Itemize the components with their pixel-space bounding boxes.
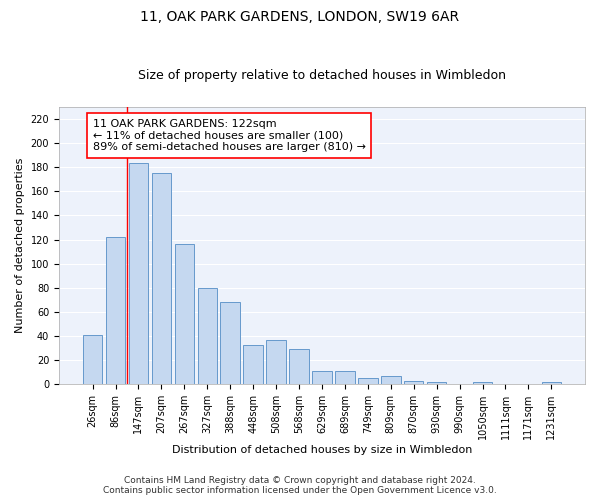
Title: Size of property relative to detached houses in Wimbledon: Size of property relative to detached ho… [138, 69, 506, 82]
Bar [381, 376, 401, 384]
Bar [175, 244, 194, 384]
Bar [220, 302, 240, 384]
Bar [404, 380, 424, 384]
Bar [427, 382, 446, 384]
Bar [312, 371, 332, 384]
Y-axis label: Number of detached properties: Number of detached properties [15, 158, 25, 333]
Bar [244, 344, 263, 385]
Bar [152, 173, 171, 384]
Bar [289, 350, 309, 384]
Bar [83, 335, 103, 384]
Bar [542, 382, 561, 384]
Text: 11, OAK PARK GARDENS, LONDON, SW19 6AR: 11, OAK PARK GARDENS, LONDON, SW19 6AR [140, 10, 460, 24]
Bar [128, 164, 148, 384]
Bar [335, 371, 355, 384]
Bar [358, 378, 377, 384]
Bar [266, 340, 286, 384]
Bar [197, 288, 217, 384]
Text: 11 OAK PARK GARDENS: 122sqm
← 11% of detached houses are smaller (100)
89% of se: 11 OAK PARK GARDENS: 122sqm ← 11% of det… [92, 119, 365, 152]
Bar [473, 382, 492, 384]
Text: Contains HM Land Registry data © Crown copyright and database right 2024.
Contai: Contains HM Land Registry data © Crown c… [103, 476, 497, 495]
Bar [106, 237, 125, 384]
X-axis label: Distribution of detached houses by size in Wimbledon: Distribution of detached houses by size … [172, 445, 472, 455]
